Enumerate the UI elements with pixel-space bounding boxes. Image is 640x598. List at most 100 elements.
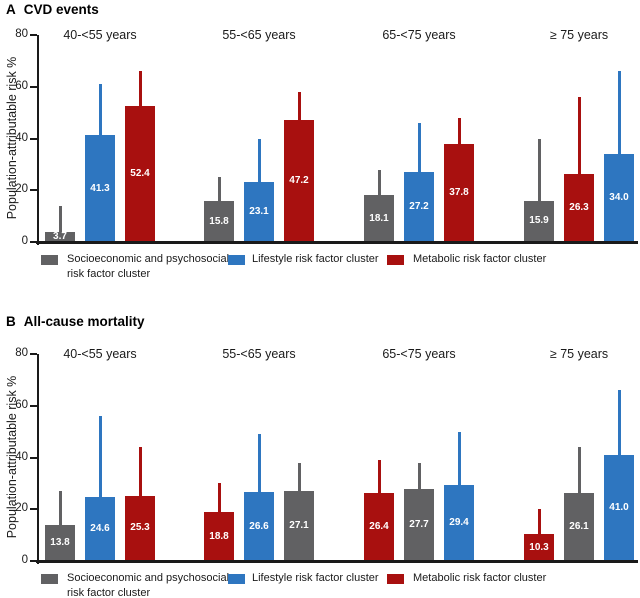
bar-lifestyle: 41.3 [85, 135, 115, 242]
bar-value-label: 25.3 [130, 522, 150, 534]
age-group-label: 40-<55 years [63, 347, 137, 361]
bar-value-label: 13.8 [50, 537, 70, 549]
bar-metabolic: 37.8 [444, 144, 474, 242]
error-bar-lifestyle [457, 431, 461, 485]
bar-socioeconomic: 13.8 [45, 525, 75, 561]
panel-a-title-text: CVD events [23, 2, 99, 17]
legend-swatch-socioeconomic [41, 255, 58, 265]
y-axis-tick [30, 137, 37, 140]
legend-label-lifestyle: Lifestyle risk factor cluster [252, 572, 379, 584]
y-axis-tick [30, 241, 37, 243]
y-axis-tick [30, 456, 37, 459]
y-axis-tick [30, 85, 37, 88]
y-axis-tick-label: 40 [15, 450, 28, 463]
error-bar-metabolic [577, 97, 581, 174]
error-bar-lifestyle [98, 416, 102, 498]
legend-swatch-lifestyle [228, 255, 245, 265]
error-bar-metabolic [217, 483, 221, 513]
bar-value-label: 15.9 [529, 215, 549, 227]
age-group-label: ≥ 75 years [549, 347, 609, 361]
y-axis-tick-label: 0 [21, 235, 28, 247]
bar-lifestyle: 29.4 [444, 484, 474, 561]
y-axis-tick-label: 60 [15, 398, 28, 411]
bar-value-label: 41.0 [609, 501, 629, 513]
bar-lifestyle: 34.0 [604, 154, 634, 242]
error-bar-metabolic [297, 91, 301, 120]
bar-lifestyle: 26.6 [244, 492, 274, 561]
bar-value-label: 29.4 [449, 516, 469, 528]
error-bar-lifestyle [98, 84, 102, 136]
y-axis-line [37, 354, 39, 564]
bar-socioeconomic: 15.9 [524, 200, 554, 242]
error-bar-socioeconomic [417, 462, 421, 490]
bar-socioeconomic: 15.8 [204, 201, 234, 242]
bar-value-label: 41.3 [90, 182, 110, 194]
bar-lifestyle: 23.1 [244, 182, 274, 242]
error-bar-metabolic [537, 509, 541, 535]
y-axis-tick-label: 20 [15, 502, 28, 515]
y-axis-tick-label: 60 [15, 79, 28, 92]
error-bar-lifestyle [617, 71, 621, 155]
bar-lifestyle: 41.0 [604, 454, 634, 561]
bar-socioeconomic: 3.7 [45, 232, 75, 242]
error-bar-metabolic [138, 71, 142, 107]
age-group-label: ≥ 75 years [549, 28, 609, 42]
y-axis-tick-label: 0 [21, 554, 28, 566]
y-axis-tick [30, 34, 37, 36]
error-bar-socioeconomic [217, 177, 221, 202]
bar-lifestyle: 27.2 [404, 171, 434, 242]
error-bar-metabolic [138, 447, 142, 496]
panel-a-letter: A [6, 2, 16, 17]
error-bar-socioeconomic [58, 491, 62, 526]
bar-value-label: 26.1 [569, 521, 589, 533]
legend-label-socioeconomic: Socioeconomic and psychosocial risk facto… [67, 572, 230, 598]
y-axis-tick-label: 40 [15, 131, 28, 144]
y-axis-tick-label: 80 [15, 28, 28, 40]
bar-metabolic: 26.4 [364, 492, 394, 561]
bar-value-label: 26.3 [569, 201, 589, 213]
y-axis-tick [30, 189, 37, 192]
legend-label-metabolic: Metabolic risk factor cluster [413, 253, 547, 265]
error-bar-metabolic [457, 117, 461, 145]
bar-value-label: 15.8 [209, 215, 229, 227]
legend-label-socioeconomic: Socioeconomic and psychosocial risk facto… [67, 253, 230, 280]
bar-value-label: 27.7 [409, 519, 429, 531]
error-bar-lifestyle [257, 138, 261, 183]
bar-value-label: 18.1 [369, 212, 389, 224]
bar-value-label: 27.2 [409, 200, 429, 212]
error-bar-socioeconomic [577, 447, 581, 494]
panel-b-title-text: All-cause mortality [23, 314, 145, 329]
legend-swatch-metabolic [387, 255, 404, 265]
x-axis-line [36, 241, 638, 244]
panel-a-title: A CVD events [6, 2, 99, 17]
bar-value-label: 23.1 [249, 206, 269, 218]
bar-metabolic: 10.3 [524, 534, 554, 561]
error-bar-socioeconomic [537, 138, 541, 201]
age-group-label: 55-<65 years [222, 28, 296, 42]
error-bar-metabolic [377, 460, 381, 493]
error-bar-lifestyle [417, 122, 421, 172]
y-axis-tick-label: 20 [15, 183, 28, 196]
y-axis-tick-label: 80 [15, 347, 28, 359]
legend-label-lifestyle: Lifestyle risk factor cluster [252, 253, 379, 265]
y-axis-tick [30, 508, 37, 511]
error-bar-lifestyle [257, 434, 261, 493]
bar-socioeconomic: 27.1 [284, 490, 314, 561]
error-bar-socioeconomic [377, 169, 381, 196]
bar-lifestyle: 24.6 [85, 497, 115, 561]
age-group-label: 65-<75 years [382, 347, 456, 361]
x-axis-line [36, 560, 638, 563]
age-group-label: 40-<55 years [63, 28, 137, 42]
panel-b-letter: B [6, 314, 16, 329]
y-axis-line [37, 35, 39, 245]
bar-socioeconomic: 27.7 [404, 489, 434, 561]
legend-swatch-lifestyle [228, 574, 245, 584]
y-axis-tick [30, 560, 37, 562]
legend-swatch-metabolic [387, 574, 404, 584]
y-axis-tick [30, 353, 37, 355]
